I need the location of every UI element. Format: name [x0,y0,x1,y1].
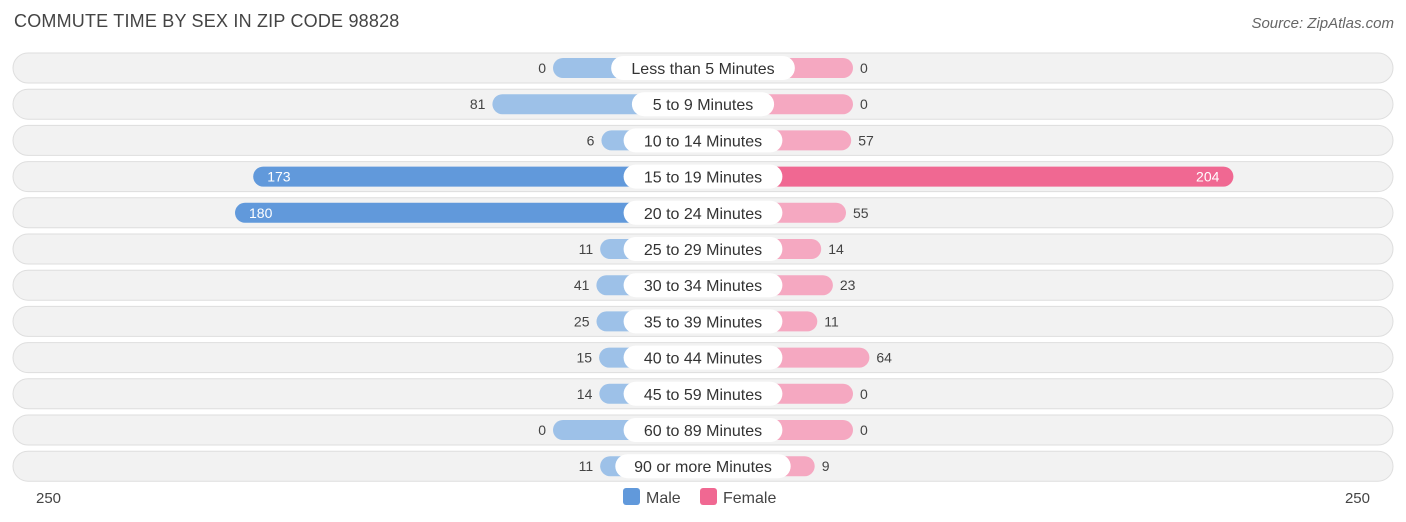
male-value-label: 14 [577,386,593,402]
category-pill [623,128,783,153]
female-value-label: 64 [876,350,892,366]
male-value-label: 15 [577,350,593,366]
bar-row: 173 204 15 to 19 Minutes [12,161,1394,193]
legend-swatch-male [623,488,640,505]
category-label: 20 to 24 Minutes [644,206,762,223]
chart-legend: Male Female [623,488,776,507]
bar-row: 11 14 25 to 29 Minutes [12,233,1394,265]
male-value-label: 173 [267,169,291,185]
category-pill [631,92,775,117]
category-pill [611,56,795,80]
category-label: 60 to 89 Minutes [644,423,762,440]
category-pill [623,309,783,334]
chart-rows: 0 0 Less than 5 Minutes 81 0 5 to 9 Minutes 6 5… [12,52,1394,482]
category-label: 5 to 9 Minutes [653,97,754,114]
bar-row: 81 0 5 to 9 Minutes [12,88,1394,120]
female-value-label: 57 [858,132,874,148]
category-pill [623,164,783,189]
male-value-label: 81 [470,96,486,112]
bar-row: 41 23 30 to 34 Minutes [12,269,1394,301]
category-pill [623,345,783,370]
category-label: 15 to 19 Minutes [644,170,762,187]
category-pill [615,454,791,479]
category-label: 45 to 59 Minutes [644,387,762,404]
male-value-label: 0 [538,422,546,438]
bar-row: 0 0 60 to 89 Minutes [12,414,1394,446]
male-value-label: 180 [249,205,273,221]
female-value-label: 9 [822,458,830,474]
male-bar [253,166,703,187]
male-bar [235,202,703,223]
bar-row: 25 11 35 to 39 Minutes [12,305,1394,337]
legend-label-female: Female [723,490,776,507]
bar-row: 0 0 Less than 5 Minutes [12,52,1394,84]
chart-source: Source: ZipAtlas.com [1251,15,1394,32]
axis-right-label: 250 [1345,490,1370,507]
category-pill [623,381,783,406]
female-value-label: 14 [828,241,844,257]
female-value-label: 23 [840,277,856,293]
category-label: 25 to 29 Minutes [644,242,762,259]
legend-label-male: Male [646,490,681,507]
female-value-label: 0 [860,386,868,402]
chart-axis: 250 250 [36,490,1370,507]
category-pill [623,418,783,442]
category-pill [623,237,783,261]
category-label: 35 to 39 Minutes [644,314,762,331]
category-label: Less than 5 Minutes [631,61,774,78]
bar-row: 15 64 40 to 44 Minutes [12,342,1394,374]
category-label: 40 to 44 Minutes [644,351,762,368]
chart-title: COMMUTE TIME BY SEX IN ZIP CODE 98828 [14,11,400,31]
female-value-label: 0 [860,60,868,76]
male-value-label: 0 [538,60,546,76]
category-label: 30 to 34 Minutes [644,278,762,295]
female-value-label: 55 [853,205,869,221]
female-value-label: 0 [860,96,868,112]
female-value-label: 204 [1196,169,1220,185]
category-pill [623,273,783,298]
axis-left-label: 250 [36,490,61,507]
female-value-label: 0 [860,422,868,438]
category-label: 90 or more Minutes [634,459,772,476]
male-value-label: 11 [579,241,594,257]
female-value-label: 11 [824,313,839,329]
female-bar [703,166,1234,187]
bar-row: 11 9 90 or more Minutes [12,450,1394,482]
bar-row: 14 0 45 to 59 Minutes [12,378,1394,410]
legend-swatch-female [700,488,717,505]
male-value-label: 41 [574,277,590,293]
bar-row: 6 57 10 to 14 Minutes [12,124,1394,156]
male-value-label: 11 [579,458,594,474]
male-value-label: 6 [587,132,595,148]
category-pill [623,200,783,225]
male-value-label: 25 [574,313,590,329]
bar-row: 180 55 20 to 24 Minutes [12,197,1394,229]
category-label: 10 to 14 Minutes [644,133,762,150]
